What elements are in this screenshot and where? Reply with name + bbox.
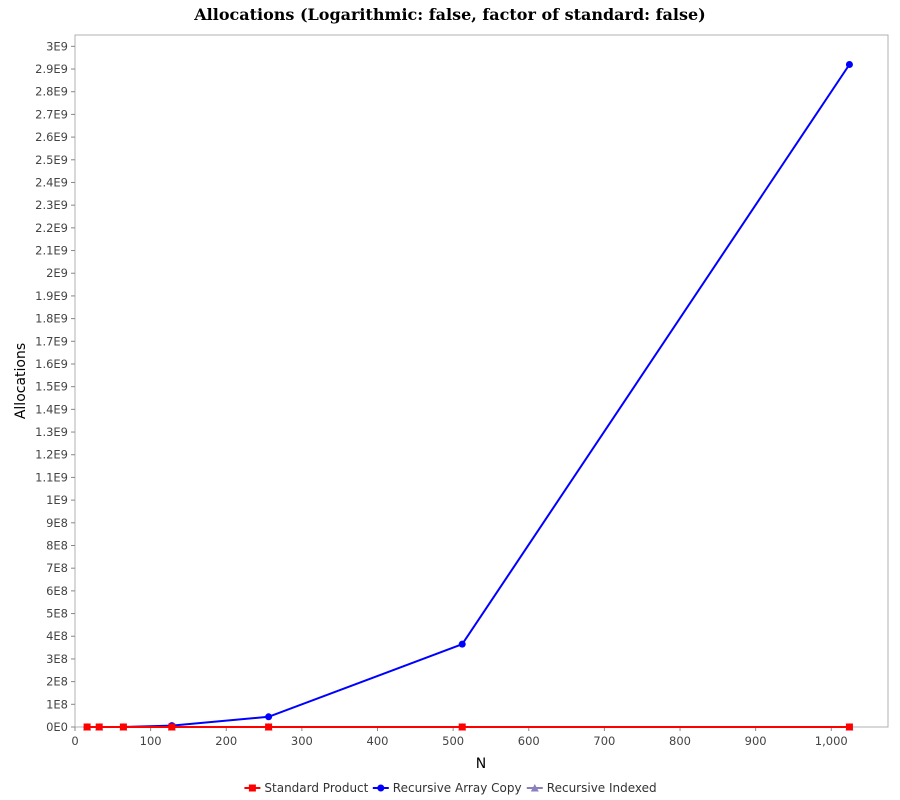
data-point-recursive-array-copy	[845, 60, 853, 68]
x-tick-label: 500	[442, 734, 464, 748]
y-tick-label: 2.3E9	[35, 198, 68, 212]
y-tick-label: 7E8	[46, 561, 68, 575]
y-tick-label: 1E9	[46, 493, 68, 507]
data-point-recursive-array-copy	[265, 713, 273, 721]
data-point-standard-product	[845, 723, 853, 731]
legend-marker	[377, 784, 385, 792]
y-tick-label: 1.9E9	[35, 289, 68, 303]
y-tick-label: 1.2E9	[35, 448, 68, 462]
y-axis: 0E0 1E8 2E8 3E8 4E8 5E8 6E8 7E8 8E8 9E8 1E9 1.1E9 1.…	[35, 39, 75, 734]
data-point-standard-product	[265, 723, 273, 731]
x-axis: 0 100 200 300 400 500 600 700 800 900 1,000	[71, 727, 848, 748]
y-tick-label: 1.6E9	[35, 357, 68, 371]
data-point-standard-product	[458, 723, 466, 731]
y-tick-label: 6E8	[46, 584, 68, 598]
y-tick-label: 0E0	[46, 720, 68, 734]
x-axis-label: N	[476, 756, 486, 772]
legend-label: Standard Product	[264, 781, 368, 795]
x-tick-label: 900	[745, 734, 767, 748]
y-axis-label: Allocations	[13, 343, 29, 419]
y-tick-label: 8E8	[46, 538, 68, 552]
legend-label: Recursive Array Copy	[393, 781, 522, 795]
y-tick-label: 2E8	[46, 675, 68, 689]
data-point-standard-product	[83, 723, 91, 731]
data-point-standard-product	[95, 723, 103, 731]
y-tick-label: 2.7E9	[35, 107, 68, 121]
y-tick-label: 1.7E9	[35, 334, 68, 348]
x-tick-label: 1,000	[815, 734, 848, 748]
x-tick-label: 400	[367, 734, 389, 748]
series-standard-product	[83, 723, 853, 731]
y-tick-label: 2.8E9	[35, 85, 68, 99]
y-tick-label: 5E8	[46, 607, 68, 621]
legend-item-recursive-indexed: Recursive Indexed	[526, 781, 657, 795]
y-tick-label: 3E8	[46, 652, 68, 666]
legend-marker	[248, 784, 256, 792]
y-tick-label: 2.4E9	[35, 175, 68, 189]
data-point-standard-product	[119, 723, 127, 731]
y-tick-label: 2E9	[46, 266, 68, 280]
x-tick-label: 800	[669, 734, 691, 748]
x-tick-label: 300	[291, 734, 313, 748]
x-tick-label: 600	[518, 734, 540, 748]
legend-item-recursive-array-copy: Recursive Array Copy	[372, 781, 522, 795]
x-tick-label: 0	[71, 734, 78, 748]
data-point-standard-product	[168, 723, 176, 731]
plot-area	[74, 34, 889, 728]
y-tick-label: 2.5E9	[35, 153, 68, 167]
y-tick-label: 2.1E9	[35, 244, 68, 258]
chart-title: Allocations (Logarithmic: false, factor …	[193, 5, 705, 24]
y-tick-label: 1.4E9	[35, 402, 68, 416]
y-tick-label: 2.9E9	[35, 62, 68, 76]
y-tick-label: 1.3E9	[35, 425, 68, 439]
legend-label: Recursive Indexed	[547, 781, 657, 795]
x-tick-label: 700	[593, 734, 615, 748]
legend: Standard Product Recursive Array Copy Recu…	[244, 781, 657, 795]
legend-marker	[530, 784, 539, 792]
y-tick-label: 1E8	[46, 697, 68, 711]
data-point-recursive-array-copy	[458, 640, 466, 648]
series-layer	[83, 60, 854, 731]
y-tick-label: 9E8	[46, 516, 68, 530]
y-tick-label: 2.6E9	[35, 130, 68, 144]
y-tick-label: 4E8	[46, 629, 68, 643]
y-tick-label: 1.5E9	[35, 380, 68, 394]
legend-item-standard-product: Standard Product	[244, 781, 369, 795]
y-tick-label: 3E9	[46, 39, 68, 53]
x-tick-label: 100	[140, 734, 162, 748]
x-tick-label: 200	[215, 734, 237, 748]
y-tick-label: 1.1E9	[35, 470, 68, 484]
y-tick-label: 2.2E9	[35, 221, 68, 235]
y-tick-label: 1.8E9	[35, 312, 68, 326]
